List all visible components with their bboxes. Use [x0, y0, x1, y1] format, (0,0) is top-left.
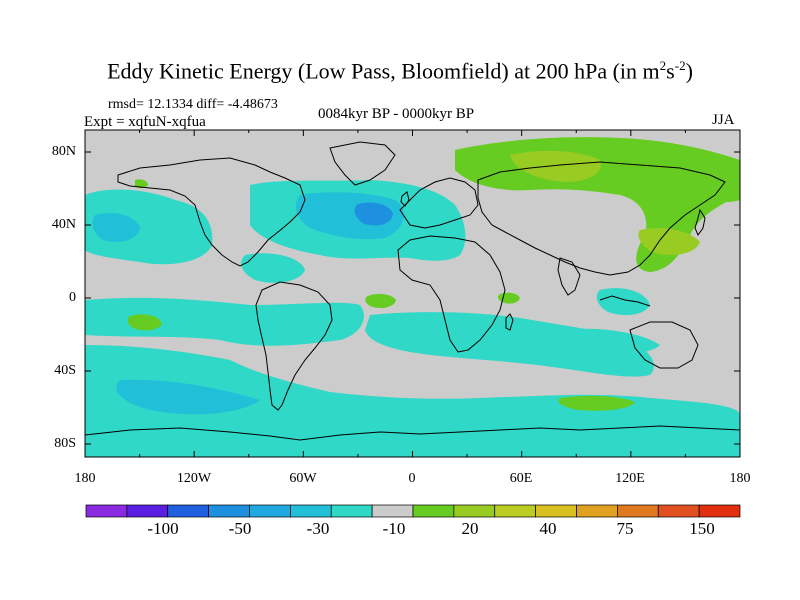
colorbar-box [576, 504, 618, 518]
coast-greenland [329, 141, 396, 186]
stats-label: rmsd= 12.1334 diff= -4.48673 [108, 97, 278, 112]
colorbar-box [535, 504, 577, 518]
colorbar-box [85, 504, 128, 518]
pacific-nw-green [687, 167, 740, 202]
colorbar-box [126, 504, 169, 518]
ytick-80n: 80N [52, 144, 76, 159]
colorbar-label-150: 150 [689, 519, 715, 538]
coast-europe [399, 177, 479, 229]
n-atlantic-mid [295, 192, 404, 240]
xtick-60e: 60E [510, 471, 533, 486]
s-atlantic-cyan [365, 312, 654, 377]
s-pacific-cyan [85, 297, 364, 346]
colorbar-box [412, 504, 455, 518]
green-blob-5 [135, 179, 148, 189]
experiment-label: Expt = xqfuN-xqfua [84, 114, 206, 130]
map-background [85, 130, 740, 457]
xtick-0: 0 [409, 471, 416, 486]
colorbar-label-neg50: -50 [229, 519, 252, 538]
colorbar [85, 504, 741, 518]
ytick-40s: 40S [54, 363, 76, 378]
colorbar-box [167, 504, 209, 518]
colorbar-box [657, 504, 700, 518]
colorbar-box [698, 504, 741, 518]
n-atlantic-cyan [250, 180, 466, 261]
coast-indonesia [599, 295, 651, 307]
colorbar-label-75: 75 [617, 519, 634, 538]
xtick-180w: 180 [75, 471, 96, 486]
ytick-80s: 80S [54, 436, 76, 451]
coast-uk [400, 191, 410, 207]
s-ocean-cyan [85, 345, 740, 457]
green-blob-4 [558, 395, 635, 411]
colorbar-box [453, 504, 496, 518]
positive-anomaly-regions [127, 137, 740, 411]
chart-title: Eddy Kinetic Energy (Low Pass, Bloomfiel… [107, 58, 693, 84]
green-blob-2 [365, 293, 396, 308]
colorbar-label-40: 40 [540, 519, 557, 538]
tropical-atl-cyan [398, 229, 445, 260]
equatorial-cyan-2 [557, 328, 660, 354]
colorbar-label-neg30: -30 [307, 519, 330, 538]
green-blob-3 [497, 292, 520, 304]
colorbar-label-neg100: -100 [147, 519, 178, 538]
green-blob-1 [127, 314, 162, 331]
coast-africa [397, 235, 506, 353]
axis-ticks [84, 130, 741, 457]
xtick-180e: 180 [730, 471, 751, 486]
n-atlantic-blue [354, 202, 393, 226]
season-label: JJA [712, 112, 735, 128]
coastlines [85, 141, 740, 441]
period-label: 0084kyr BP - 0000kyr BP [318, 106, 475, 122]
n-pacific-mid [92, 213, 140, 242]
coast-asia [477, 161, 726, 276]
coast-japan [694, 208, 706, 237]
colorbar-box [617, 504, 659, 518]
colorbar-box [371, 504, 414, 518]
colorbar-box [290, 504, 332, 518]
xtick-60w: 60W [289, 471, 317, 486]
colorbar-box [494, 504, 536, 518]
plot-frame [84, 129, 741, 458]
eurasia-green [455, 137, 740, 272]
colorbar-label-20: 20 [462, 519, 479, 538]
s-ocean-mid [116, 379, 260, 415]
ytick-40n: 40N [52, 217, 76, 232]
xtick-120e: 120E [615, 471, 645, 486]
coast-south-america [255, 281, 333, 411]
equatorial-cyan-1 [241, 253, 305, 283]
colorbar-box [208, 504, 250, 518]
colorbar-label-neg10: -10 [383, 519, 406, 538]
coast-madagascar [505, 313, 514, 331]
indian-cyan [596, 288, 650, 316]
coast-north-america [117, 157, 306, 267]
coast-india [557, 257, 581, 296]
ytick-0: 0 [69, 290, 76, 305]
colorbar-box [249, 504, 291, 518]
asia-yg-2 [638, 228, 700, 255]
colorbar-box [330, 504, 373, 518]
n-pacific-cyan [85, 189, 213, 265]
xtick-120w: 120W [177, 471, 212, 486]
coast-antarctica [85, 425, 740, 441]
coast-australia [629, 321, 699, 369]
eurasia-yg-1 [510, 150, 601, 182]
negative-anomaly-regions [85, 180, 740, 457]
